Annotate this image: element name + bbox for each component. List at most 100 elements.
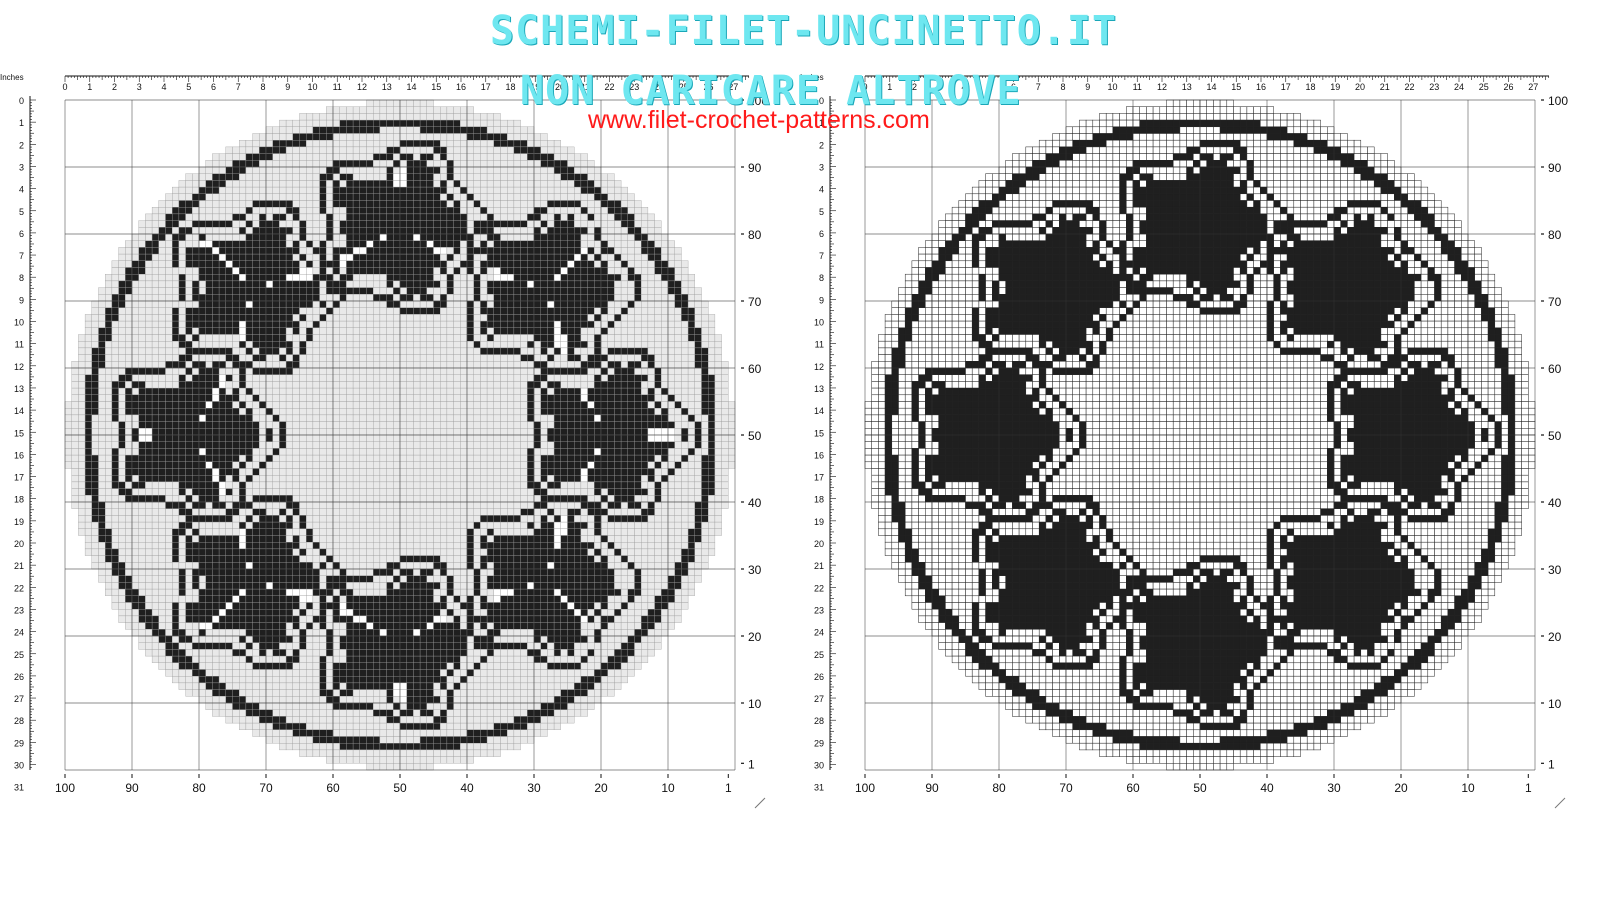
grid-cell <box>212 401 220 409</box>
grid-cell <box>339 461 347 469</box>
grid-cell <box>406 247 414 255</box>
grid-cell <box>232 434 240 442</box>
grid-cell <box>125 260 133 268</box>
grid-cell <box>701 421 709 429</box>
grid-cell <box>306 193 314 201</box>
grid-cell <box>326 173 334 181</box>
grid-cell <box>647 454 655 462</box>
grid-cell <box>339 361 347 369</box>
grid-cell <box>520 441 528 449</box>
grid-cell <box>453 106 461 114</box>
grid-cell <box>580 341 588 349</box>
grid-cell <box>567 367 575 375</box>
grid-cell <box>192 441 200 449</box>
grid-cell <box>232 327 240 335</box>
ruler-unit-label: Inches <box>0 73 24 82</box>
grid-cell <box>306 153 314 161</box>
grid-cell <box>614 200 622 208</box>
grid-cell <box>433 133 441 141</box>
grid-cell <box>178 441 186 449</box>
grid-cell <box>306 267 314 275</box>
grid-cell <box>560 146 568 154</box>
grid-cell <box>326 421 334 429</box>
grid-cell <box>105 320 113 328</box>
grid-cell <box>359 280 367 288</box>
grid-cell <box>607 300 615 308</box>
grid-cell <box>145 361 153 369</box>
grid-cell <box>607 461 615 469</box>
grid-cell <box>486 394 494 402</box>
grid-cell <box>553 428 561 436</box>
grid-cell <box>627 381 635 389</box>
grid-cell <box>614 414 622 422</box>
grid-cell <box>533 468 541 476</box>
grid-cell <box>654 240 662 248</box>
grid-cell <box>507 287 515 295</box>
grid-cell <box>91 387 99 395</box>
grid-cell <box>299 401 307 409</box>
grid-cell <box>212 247 220 255</box>
grid-cell <box>486 146 494 154</box>
grid-cell <box>419 354 427 362</box>
grid-cell <box>446 441 454 449</box>
grid-cell <box>574 421 582 429</box>
grid-cell <box>466 274 474 282</box>
grid-cell <box>326 307 334 315</box>
grid-cell <box>393 220 401 228</box>
grid-cell <box>178 354 186 362</box>
grid-cell <box>192 307 200 315</box>
grid-cell <box>527 327 535 335</box>
grid-cell <box>647 341 655 349</box>
grid-cell <box>486 320 494 328</box>
grid-cell <box>373 387 381 395</box>
grid-cell <box>366 180 374 188</box>
grid-cell <box>533 200 541 208</box>
grid-cell <box>339 401 347 409</box>
grid-cell <box>205 274 213 282</box>
grid-cell <box>473 207 481 215</box>
grid-cell <box>218 374 226 382</box>
grid-cell <box>292 387 300 395</box>
grid-cell <box>105 354 113 362</box>
grid-cell <box>567 441 575 449</box>
grid-cell <box>607 193 615 201</box>
grid-cell <box>674 387 682 395</box>
grid-cell <box>111 421 119 429</box>
grid-cell <box>319 334 327 342</box>
grid-cell <box>580 320 588 328</box>
grid-cell <box>185 274 193 282</box>
grid-cell <box>151 334 159 342</box>
grid-cell <box>500 387 508 395</box>
grid-cell <box>98 294 106 302</box>
grid-cell <box>105 334 113 342</box>
grid-cell <box>306 247 314 255</box>
grid-cell <box>553 441 561 449</box>
grid-cell <box>500 153 508 161</box>
grid-cell <box>426 341 434 349</box>
grid-cell <box>553 334 561 342</box>
grid-cell <box>694 367 702 375</box>
grid-cell <box>540 240 548 248</box>
grid-cell <box>352 126 360 134</box>
grid-cell <box>574 354 582 362</box>
grid-cell <box>91 347 99 355</box>
grid-cell <box>480 220 488 228</box>
grid-cell <box>399 153 407 161</box>
grid-cell <box>346 274 354 282</box>
grid-cell <box>500 173 508 181</box>
grid-cell <box>533 207 541 215</box>
grid-cell <box>500 267 508 275</box>
grid-cell <box>594 327 602 335</box>
grid-cell <box>620 341 628 349</box>
grid-cell <box>125 421 133 429</box>
grid-cell <box>145 320 153 328</box>
grid-cell <box>306 434 314 442</box>
grid-cell <box>151 434 159 442</box>
grid-cell <box>728 414 736 422</box>
grid-cell <box>145 327 153 335</box>
grid-cell <box>594 461 602 469</box>
grid-cell <box>486 166 494 174</box>
grid-cell <box>413 334 421 342</box>
grid-cell <box>654 227 662 235</box>
grid-cell <box>125 320 133 328</box>
